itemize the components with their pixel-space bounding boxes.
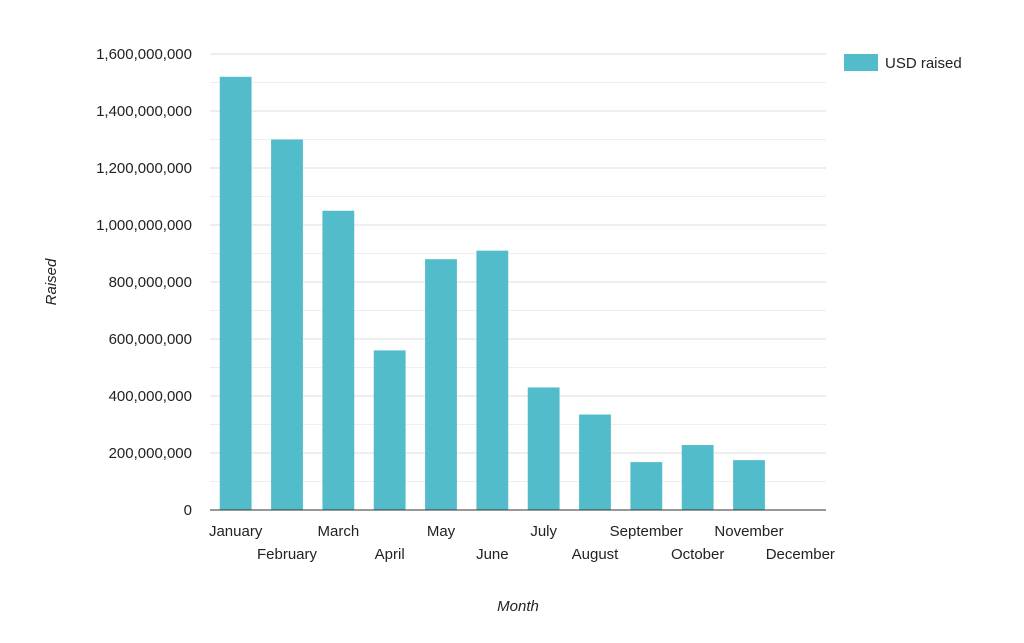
bar-october xyxy=(681,445,714,510)
y-tick-label: 0 xyxy=(184,502,192,519)
y-tick-label: 1,000,000,000 xyxy=(96,217,192,234)
x-tick-label: November xyxy=(714,523,783,540)
bar-november xyxy=(733,460,765,510)
x-axis-title: Month xyxy=(497,598,539,615)
y-axis-title: Raised xyxy=(43,258,60,305)
grid-lines xyxy=(210,53,826,482)
x-tick-label: June xyxy=(476,546,509,563)
x-tick-label: March xyxy=(317,523,359,540)
y-tick-label: 200,000,000 xyxy=(109,445,192,462)
y-tick-label: 600,000,000 xyxy=(109,331,192,348)
bar-april xyxy=(373,350,406,510)
y-tick-label: 1,400,000,000 xyxy=(96,103,192,120)
bar-september xyxy=(630,462,663,510)
bar-may xyxy=(425,259,457,510)
x-tick-label: July xyxy=(530,523,557,540)
bar-march xyxy=(322,210,355,510)
x-tick-label: August xyxy=(572,546,620,563)
x-tick-label: October xyxy=(671,546,724,563)
x-tick-label: September xyxy=(610,523,683,540)
y-tick-labels: 0 200,000,000 400,000,000 600,000,000 800,00… xyxy=(96,46,192,519)
x-tick-label: May xyxy=(427,523,456,540)
x-tick-label: January xyxy=(209,523,263,540)
y-tick-label: 400,000,000 xyxy=(109,388,192,405)
bar-january xyxy=(219,76,252,511)
x-tick-label: February xyxy=(257,546,318,563)
x-tick-labels: January February March April May June July Augu… xyxy=(209,523,835,563)
legend-swatch xyxy=(844,54,878,71)
x-tick-label: December xyxy=(766,546,835,563)
bar-june xyxy=(476,250,509,510)
bar-august xyxy=(579,414,611,510)
bar-february xyxy=(271,139,303,510)
bar-july xyxy=(527,387,560,510)
legend: USD raised xyxy=(844,54,962,72)
x-tick-label: April xyxy=(375,546,405,563)
bars xyxy=(219,76,765,511)
legend-label: USD raised xyxy=(885,55,962,72)
y-tick-label: 1,600,000,000 xyxy=(96,46,192,63)
y-tick-label: 800,000,000 xyxy=(109,274,192,291)
y-tick-label: 1,200,000,000 xyxy=(96,160,192,177)
